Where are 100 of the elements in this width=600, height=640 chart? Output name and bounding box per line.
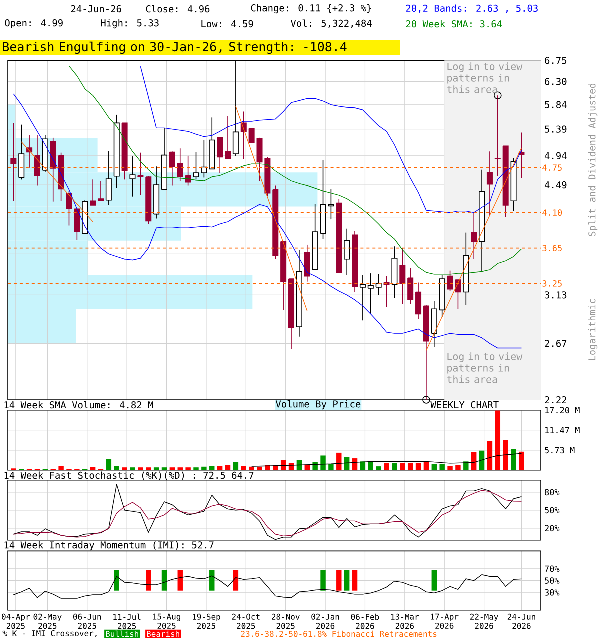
candlestick [34, 134, 40, 186]
candlestick [471, 212, 478, 260]
bar [58, 466, 64, 470]
y-tick-label: 3.13 [545, 292, 567, 299]
bar [146, 468, 152, 470]
bar [471, 452, 477, 470]
candlestick [98, 180, 104, 202]
bar [384, 463, 390, 470]
candlestick [169, 151, 176, 186]
y-tick-label: 2.67 [545, 340, 567, 348]
candlestick [138, 152, 144, 196]
text: Close: 4.96 [146, 5, 210, 13]
candlestick [74, 208, 80, 240]
candlestick [90, 179, 96, 206]
text: 20,2 Bands: 2.63 , 5.03 [406, 4, 538, 14]
bar [130, 468, 136, 470]
candlestick [66, 190, 72, 226]
chart-title: 14 Week Fast Stochastic (%K)(%D) : 72.5 64.7 [4, 472, 254, 480]
candlestick [368, 273, 374, 315]
bar [233, 462, 239, 470]
y-tick-label: 5.84 [545, 101, 567, 108]
bar [217, 466, 223, 470]
bar [186, 468, 191, 470]
candlestick [400, 248, 406, 304]
candlestick [360, 274, 366, 321]
bar [122, 468, 128, 470]
bar [495, 410, 501, 470]
chart-title: Bearish Engulfing on 30-Jan-26, Strength: -108.4 [3, 42, 347, 54]
bar [416, 463, 422, 470]
bar [344, 457, 350, 470]
bar [511, 449, 516, 470]
bar [448, 466, 453, 470]
ref-line-label: 3.25 [542, 280, 562, 287]
candlestick [304, 244, 310, 282]
bar [210, 466, 215, 470]
bar [440, 464, 445, 470]
bar [170, 468, 176, 470]
candlestick [416, 282, 422, 320]
bar [519, 452, 524, 470]
bar [328, 464, 334, 470]
candlestick [130, 156, 136, 198]
candlestick [344, 228, 350, 276]
bar [296, 460, 302, 470]
bar [320, 456, 326, 470]
bar [241, 466, 246, 470]
text: Logarithmic [588, 299, 598, 360]
bar [194, 468, 199, 470]
candlestick [248, 128, 255, 144]
bar [400, 463, 406, 470]
bar [114, 466, 120, 470]
y-tick-label: 6.75 [545, 57, 567, 64]
y-tick-label: 50% [545, 507, 560, 514]
bar [368, 462, 374, 470]
text: WEEKLY CHART [430, 401, 499, 409]
y-tick-label: 17.20 M [546, 407, 580, 414]
bar [352, 458, 358, 470]
bar [456, 466, 461, 470]
bar [487, 441, 493, 470]
text: Volume By Price [276, 400, 361, 410]
y-tick-label: 5.39 [545, 126, 567, 133]
y-tick-label: 2.22 [545, 396, 566, 404]
bar [178, 468, 183, 470]
bar [280, 460, 286, 470]
y-tick-label: 20% [545, 525, 560, 532]
bar [432, 464, 438, 470]
y-tick-label: 6.30 [545, 78, 567, 86]
candlestick [217, 138, 224, 174]
text: Open: 4.99 [5, 19, 63, 28]
bar [162, 468, 168, 470]
text: Change: 0.11 {+2.3 %} [251, 4, 372, 14]
bar [249, 466, 254, 470]
annotation: Log in to view patterns in this area [447, 352, 523, 384]
bar [408, 463, 414, 470]
bar [376, 466, 382, 470]
candlestick [376, 274, 382, 296]
bar [202, 466, 207, 470]
bar [154, 468, 160, 470]
ref-line-label: 4.75 [542, 164, 562, 172]
annotation: Log in to view patterns in this area [447, 62, 523, 94]
y-tick-label: 4.94 [544, 152, 567, 160]
chart-title: 14 Week Intraday Momentum (IMI): 52.7 [4, 541, 214, 551]
y-tick-label: 70% [545, 566, 560, 572]
chart-title: 14 Week SMA Volume: 4.82 M [4, 401, 154, 409]
candlestick [486, 151, 493, 216]
bar [138, 468, 144, 470]
bar [336, 452, 342, 470]
y-tick-label: 80% [545, 489, 560, 496]
y-tick-label: 30% [545, 589, 560, 596]
bar [464, 462, 469, 470]
y-tick-label: 4.49 [544, 181, 567, 189]
bar [360, 462, 366, 470]
bar [479, 450, 485, 470]
bar [106, 459, 112, 470]
candlestick [224, 116, 232, 160]
bar [392, 463, 398, 470]
text: Low: 4.59 [202, 20, 254, 28]
candlestick [18, 124, 25, 180]
candlestick [177, 148, 184, 182]
candlestick [10, 122, 17, 202]
bar [312, 462, 318, 470]
